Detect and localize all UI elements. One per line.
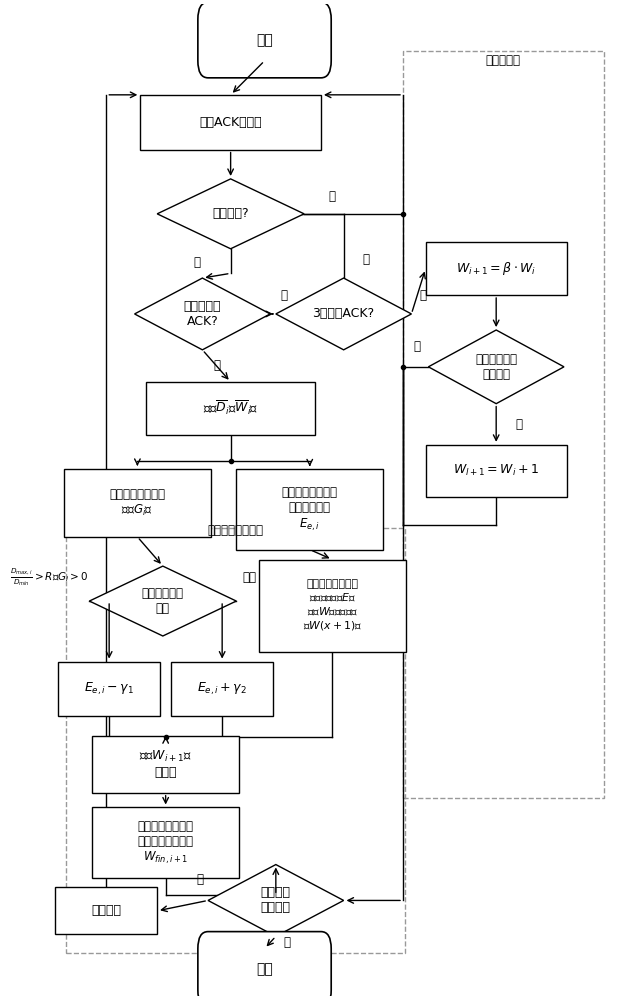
Text: 是: 是: [419, 289, 426, 302]
Polygon shape: [208, 865, 344, 936]
Bar: [171, 662, 273, 716]
Text: 得出$W_{i+1}$的
窗口值: 得出$W_{i+1}$的 窗口值: [139, 749, 192, 779]
Text: 继续发送: 继续发送: [92, 904, 121, 917]
Bar: [92, 736, 239, 793]
Text: 是: 是: [413, 340, 420, 353]
Bar: [259, 560, 406, 652]
Polygon shape: [134, 278, 270, 350]
Text: 否: 否: [284, 936, 291, 949]
Polygon shape: [276, 278, 412, 350]
Text: $W_{i+1}=\beta \cdot W_i$: $W_{i+1}=\beta \cdot W_i$: [456, 260, 537, 277]
Text: $E_{e,i}-\gamma_1$: $E_{e,i}-\gamma_1$: [84, 681, 134, 697]
Bar: [425, 445, 567, 497]
Text: 建立每个数据包对
应的网络能效$E$与
窗口$W$对应关系模
型$W(x+1)$。: 建立每个数据包对 应的网络能效$E$与 窗口$W$对应关系模 型$W(x+1)$…: [303, 579, 362, 632]
Text: 求得每个数据包的
网络承载能力
$E_{e,i}$: 求得每个数据包的 网络承载能力 $E_{e,i}$: [282, 486, 338, 533]
Bar: [56, 887, 157, 934]
Text: 否: 否: [363, 253, 370, 266]
Text: 是否是新的
ACK?: 是否是新的 ACK?: [184, 300, 221, 328]
Text: 3个重复ACK?: 3个重复ACK?: [313, 307, 374, 320]
FancyBboxPatch shape: [198, 2, 331, 78]
Text: 否: 否: [515, 418, 522, 431]
Text: 是: 是: [329, 190, 336, 203]
Bar: [58, 662, 160, 716]
Text: 记录$\overline{D}_i$和$\overline{W}_i$。: 记录$\overline{D}_i$和$\overline{W}_i$。: [203, 399, 258, 417]
Text: $\frac{D_{max,i}}{D_{min}}>R$或$G_i>0$: $\frac{D_{max,i}}{D_{min}}>R$或$G_i>0$: [10, 567, 89, 588]
Bar: [66, 528, 405, 953]
Text: 判断网络变化
趋势: 判断网络变化 趋势: [142, 587, 184, 615]
Polygon shape: [157, 179, 304, 249]
Bar: [236, 469, 383, 550]
Text: 是: 是: [196, 873, 203, 886]
Bar: [64, 469, 211, 537]
Text: 开始: 开始: [256, 33, 273, 47]
Text: 等待ACK数据包: 等待ACK数据包: [199, 116, 262, 129]
Bar: [403, 51, 604, 798]
Bar: [92, 807, 239, 878]
Text: 是: 是: [213, 359, 220, 372]
FancyBboxPatch shape: [198, 932, 331, 1000]
Text: 是否继续
发送数据: 是否继续 发送数据: [261, 886, 291, 914]
Bar: [146, 382, 316, 435]
Bar: [425, 242, 567, 295]
Text: $E_{e,i}+\gamma_2$: $E_{e,i}+\gamma_2$: [197, 681, 247, 697]
Text: 数据包丢失: 数据包丢失: [485, 54, 521, 67]
Text: 否: 否: [281, 289, 288, 302]
Polygon shape: [428, 330, 564, 404]
Text: 是否收到丢失
的数据包: 是否收到丢失 的数据包: [475, 353, 517, 381]
Text: 得出最后一个时隙
发送数据大小的值
$W_{fin,i+1}$: 得出最后一个时隙 发送数据大小的值 $W_{fin,i+1}$: [137, 820, 194, 866]
Text: 决定发送窗口大小: 决定发送窗口大小: [207, 524, 263, 537]
Text: 求出归一化时延变
化率$G_i$。: 求出归一化时延变 化率$G_i$。: [110, 488, 165, 518]
Text: 其它: 其它: [242, 571, 256, 584]
Bar: [141, 95, 321, 150]
Text: $W_{l+1}=W_i+1$: $W_{l+1}=W_i+1$: [453, 463, 539, 478]
Text: 结束: 结束: [256, 962, 273, 976]
Text: 否: 否: [193, 256, 200, 269]
Text: 是否超时?: 是否超时?: [212, 207, 249, 220]
Polygon shape: [89, 566, 236, 636]
